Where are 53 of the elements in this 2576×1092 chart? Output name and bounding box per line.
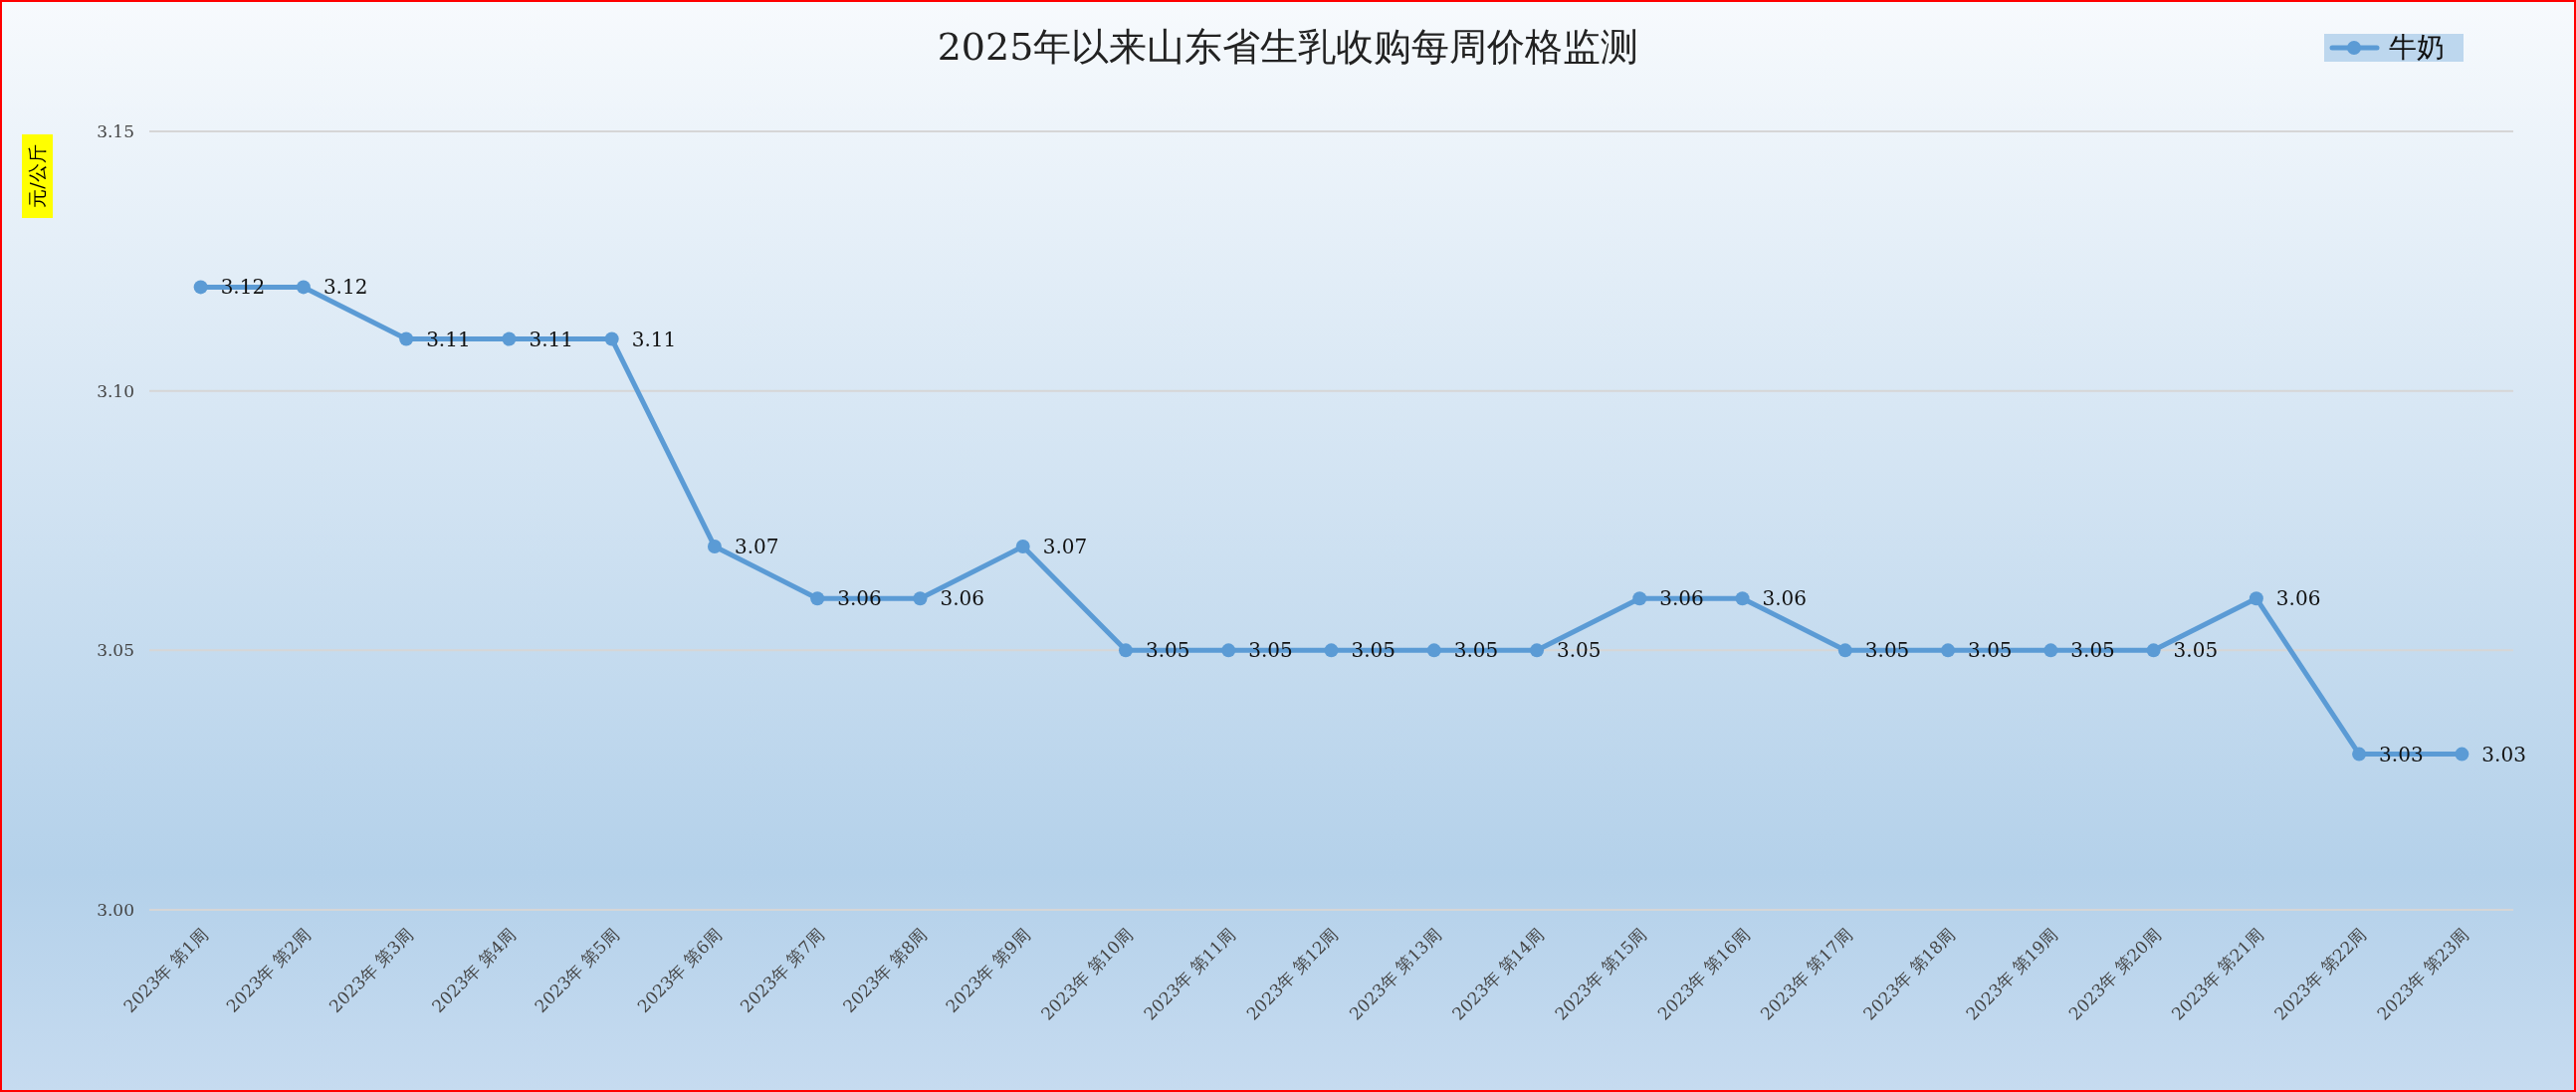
- point: [399, 331, 414, 346]
- chart-title: 2025年以来山东省生乳收购每周价格监测: [937, 25, 1639, 69]
- point: [296, 280, 311, 295]
- legend-label: 牛奶: [2389, 31, 2445, 64]
- data-label: 3.06: [940, 586, 984, 611]
- y-tick-label: 3.10: [97, 380, 134, 401]
- data-label: 3.11: [529, 327, 573, 351]
- data-label: 3.06: [2275, 586, 2321, 611]
- y-tick-label: 3.00: [97, 900, 134, 920]
- point: [707, 540, 722, 554]
- point: [1735, 591, 1750, 606]
- point: [1426, 643, 1441, 658]
- point: [1941, 643, 1956, 658]
- point: [1530, 643, 1545, 658]
- point: [2249, 591, 2263, 606]
- point: [193, 280, 208, 295]
- data-label: 3.05: [1864, 638, 1910, 663]
- data-label: 3.12: [322, 275, 368, 300]
- point: [2146, 643, 2161, 658]
- data-label: 3.05: [1248, 638, 1293, 663]
- point: [1015, 540, 1030, 554]
- point: [2352, 747, 2367, 762]
- data-label: 3.12: [220, 275, 266, 300]
- data-label: 3.05: [1968, 638, 2013, 663]
- data-label: 3.05: [1453, 638, 1499, 663]
- point: [913, 591, 928, 606]
- data-label: 3.05: [1557, 638, 1602, 663]
- data-label: 3.05: [2070, 638, 2115, 663]
- y-axis-title: 元/公斤: [26, 144, 48, 208]
- point: [2455, 747, 2469, 762]
- point: [1221, 643, 1236, 658]
- point: [810, 591, 825, 606]
- point: [2043, 643, 2058, 658]
- point: [502, 331, 517, 346]
- data-label: 3.07: [734, 535, 779, 559]
- data-label: 3.06: [837, 586, 882, 611]
- y-tick-label: 3.05: [97, 640, 134, 661]
- y-tick-label: 3.15: [97, 121, 134, 141]
- point: [1324, 643, 1339, 658]
- data-label: 3.11: [426, 327, 471, 351]
- data-label: 3.05: [2173, 638, 2219, 663]
- point: [604, 331, 619, 346]
- point: [1632, 591, 1647, 606]
- data-label: 3.03: [2481, 742, 2526, 766]
- data-label: 3.05: [1145, 638, 1190, 663]
- point: [1837, 643, 1852, 658]
- data-label: 3.03: [2379, 742, 2424, 766]
- data-label: 3.11: [631, 327, 677, 351]
- data-label: 3.06: [1762, 586, 1808, 611]
- data-label: 3.05: [1351, 638, 1396, 663]
- data-label: 3.06: [1659, 586, 1704, 611]
- point: [1118, 643, 1133, 658]
- data-label: 3.07: [1042, 535, 1088, 559]
